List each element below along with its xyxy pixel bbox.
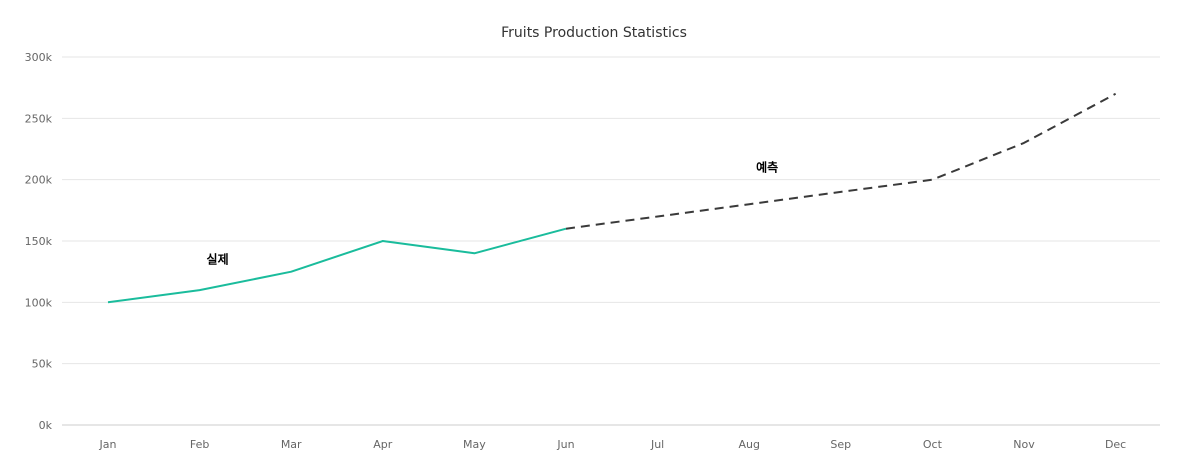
- x-tick-label: Dec: [1105, 438, 1126, 451]
- x-tick-label: Sep: [830, 438, 851, 451]
- x-tick-label: May: [463, 438, 486, 451]
- y-tick-label: 300k: [25, 51, 53, 64]
- x-tick-label: Jul: [650, 438, 664, 451]
- x-tick-label: Aug: [738, 438, 759, 451]
- y-tick-label: 200k: [25, 174, 53, 187]
- actual-line: [107, 227, 567, 304]
- x-tick-label: Jun: [556, 438, 574, 451]
- x-tick-label: Feb: [190, 438, 209, 451]
- x-axis-ticks: Jan Feb Mar Apr May Jun Jul Aug Sep Oct Nov Dec: [99, 438, 1127, 451]
- x-tick-label: Oct: [923, 438, 943, 451]
- y-tick-label: 250k: [25, 112, 53, 125]
- y-tick-label: 50k: [32, 358, 53, 371]
- x-tick-label: Nov: [1013, 438, 1035, 451]
- y-tick-label: 0k: [39, 419, 53, 432]
- forecast-line: [565, 92, 1117, 230]
- x-tick-label: Apr: [373, 438, 393, 451]
- series-lines: [107, 92, 1117, 304]
- annotation-label: 예측: [756, 159, 778, 174]
- annotation-label: 실제: [207, 251, 229, 266]
- grid-lines: [62, 56, 1160, 426]
- chart-title: Fruits Production Statistics: [501, 25, 687, 41]
- y-axis-ticks: 0k 50k 100k 150k 200k 250k 300k: [25, 51, 53, 432]
- x-tick-label: Jan: [99, 438, 117, 451]
- y-tick-label: 100k: [25, 296, 53, 309]
- x-tick-label: Mar: [281, 438, 302, 451]
- y-tick-label: 150k: [25, 235, 53, 248]
- annotations: 실제 예측: [207, 159, 779, 266]
